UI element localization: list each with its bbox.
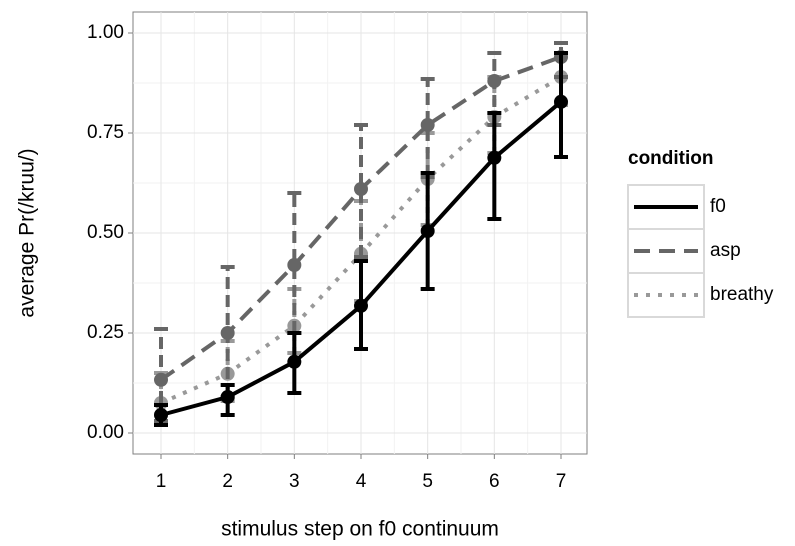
point <box>354 182 368 196</box>
legend-title: condition <box>628 148 713 169</box>
point <box>287 258 302 272</box>
point <box>487 74 502 88</box>
point <box>554 94 568 109</box>
y-tick-label: 0.00 <box>87 422 124 443</box>
point <box>154 372 168 387</box>
y-tick-label: 0.50 <box>87 222 124 243</box>
y-tick-label: 0.25 <box>87 322 124 343</box>
x-tick-label: 1 <box>156 471 167 492</box>
point <box>154 408 168 422</box>
y-tick-label: 1.00 <box>87 22 124 43</box>
x-tick-label: 3 <box>289 471 300 492</box>
legend-label: f0 <box>710 196 726 217</box>
x-tick-label: 4 <box>356 471 367 492</box>
x-tick-label: 7 <box>556 471 567 492</box>
point <box>287 354 302 369</box>
legend-label: asp <box>710 240 741 261</box>
x-tick-label: 6 <box>489 471 500 492</box>
x-tick-label: 5 <box>422 471 433 492</box>
series <box>154 51 568 427</box>
point <box>354 298 368 313</box>
y-tick-label: 0.75 <box>87 122 124 143</box>
x-tick-label: 2 <box>222 471 233 492</box>
y-axis-label: average Pr(/kruu/) <box>16 148 39 317</box>
legend-label: breathy <box>710 284 774 305</box>
point <box>487 150 502 165</box>
point <box>420 118 435 132</box>
point <box>220 390 235 404</box>
x-axis-label: stimulus step on f0 continuum <box>221 518 499 541</box>
point <box>420 224 435 238</box>
legend-key <box>627 272 705 318</box>
error-bar <box>487 111 502 221</box>
point <box>220 326 235 340</box>
